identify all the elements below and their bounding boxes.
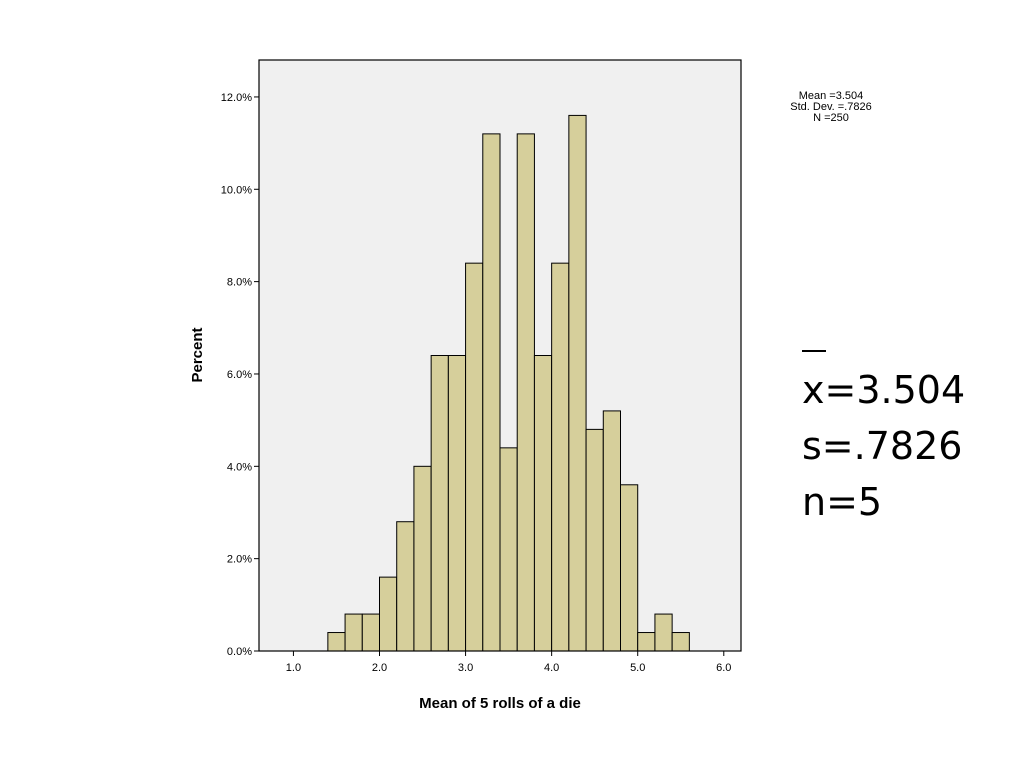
xbar-symbol: x [802,350,826,418]
y-tick-label: 4.0% [227,461,252,473]
y-axis: 0.0% 2.0% 4.0% 6.0% 8.0% 10.0% 12.0% [221,92,259,658]
histogram-bar [654,613,673,652]
histogram-bar [551,262,570,652]
histogram-bar [568,114,587,652]
histogram-bar [465,262,484,652]
histogram-bar [447,355,467,652]
histogram-bar [379,576,398,652]
histogram-bar [637,632,656,652]
sample-mean-line: x=3.504 [802,350,966,418]
y-tick-label: 12.0% [221,92,252,104]
histogram-bar [344,613,363,652]
x-tick-label: 2.0 [372,662,387,674]
x-tick-label: 3.0 [458,662,473,674]
sample-n-line: n=5 [802,480,883,524]
stats-std-dev: Std. Dev. =.7826 [790,101,872,113]
x-tick-label: 4.0 [544,662,559,674]
histogram-bar [620,484,639,652]
stats-legend: Mean =3.504 Std. Dev. =.7826 N =250 [770,91,892,124]
histogram-bar [430,355,449,652]
slide-stats-text: x=3.504 s=.7826 n=5 [802,350,966,530]
histogram-bar [482,133,501,652]
y-axis-title: Percent [189,327,206,382]
y-tick-label: 6.0% [227,369,252,381]
y-tick-label: 2.0% [227,554,252,566]
histogram-bar [671,632,690,652]
y-tick-label: 10.0% [221,184,252,196]
x-tick-label: 6.0 [716,662,731,674]
x-tick-label: 1.0 [286,662,301,674]
histogram-bar [413,465,432,652]
histogram-bar [327,632,346,652]
stats-n: N =250 [813,112,849,124]
sample-sd-line: s=.7826 [802,424,963,468]
plot-frame [258,59,742,652]
y-tick-label: 0.0% [227,646,252,658]
stats-mean: Mean =3.504 [798,90,864,102]
x-tick-label: 5.0 [630,662,645,674]
x-axis-title: Mean of 5 rolls of a die [419,695,581,712]
histogram-bar [602,410,621,652]
histogram-bar [585,428,604,652]
histogram-bar [533,355,553,652]
histogram-bar [516,133,535,652]
y-tick-label: 8.0% [227,277,252,289]
histogram-bar [396,521,415,652]
x-axis: 1.0 2.0 3.0 4.0 5.0 6.0 [286,651,731,674]
histogram-bar [499,447,518,652]
sample-mean-value: =3.504 [824,368,966,412]
histogram-bar [361,613,380,652]
